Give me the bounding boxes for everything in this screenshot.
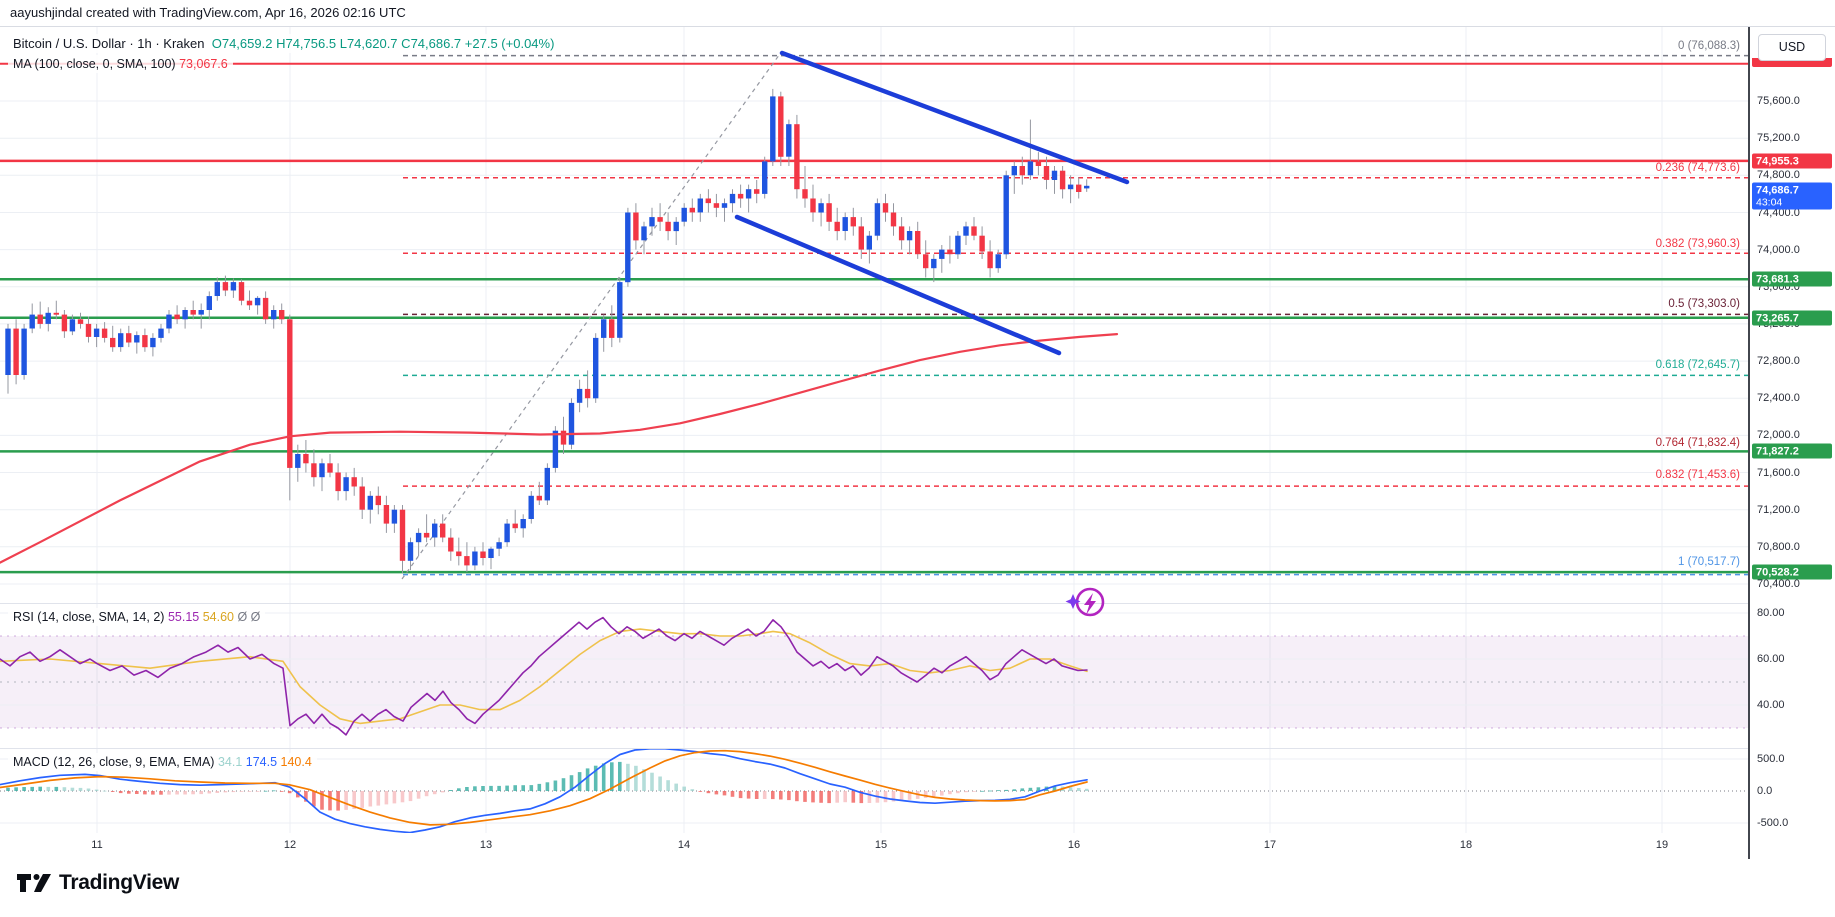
change-value: +27.5 (+0.04%) — [464, 36, 555, 51]
fib-level-label: 1 (70,517.7) — [1677, 556, 1740, 568]
fib-level-label: 0.764 (71,832.4) — [1655, 437, 1740, 449]
axis-scale-label: -500.0 — [1757, 817, 1789, 829]
symbol-title[interactable]: Bitcoin / U.S. Dollar · 1h · Kraken — [13, 36, 205, 51]
axis-scale-label: 75,200.0 — [1757, 132, 1800, 144]
axis-scale-label: 40.00 — [1757, 699, 1785, 711]
time-axis-label: 11 — [91, 839, 103, 851]
rsi-pane-separator[interactable] — [0, 603, 1835, 604]
time-axis-label: 16 — [1067, 839, 1081, 851]
price-pane[interactable] — [0, 27, 1748, 603]
macd-histogram — [6, 761, 1089, 811]
trendline — [734, 214, 1062, 356]
fib-level-label: 0.382 (73,960.3) — [1655, 238, 1740, 250]
time-axis-label: 19 — [1655, 839, 1669, 851]
axis-scale-label: 72,400.0 — [1757, 392, 1800, 404]
currency-button[interactable]: USD — [1758, 34, 1826, 61]
price-axis[interactable]: USD 75,600.0 75,200.0 74,800.0 74,400.0 74,0… — [1748, 27, 1835, 859]
rsi-legend[interactable]: RSI (14, close, SMA, 14, 2) 55.15 54.60 … — [8, 608, 266, 626]
attribution-bar: aayushjindal created with TradingView.co… — [0, 0, 1835, 26]
axis-scale-label: 500.0 — [1757, 753, 1785, 765]
axis-scale-label: 71,600.0 — [1757, 467, 1800, 479]
axis-scale-label: 74,800.0 — [1757, 169, 1800, 181]
price-badge-clipped — [1752, 58, 1832, 67]
axis-scale-label: 75,600.0 — [1757, 95, 1800, 107]
axis-scale-label: 74,000.0 — [1757, 244, 1800, 256]
rsi-pane[interactable] — [0, 603, 1748, 748]
axis-scale-label: 0.0 — [1757, 785, 1773, 797]
axis-scale-label: 70,400.0 — [1757, 578, 1800, 590]
axis-scale-label: 71,200.0 — [1757, 504, 1800, 516]
macd-legend[interactable]: MACD (12, 26, close, 9, EMA, EMA) 34.1 1… — [8, 753, 317, 771]
macd-hist-value: 34.1 — [217, 755, 243, 769]
fib-level-label: 0.618 (72,645.7) — [1655, 359, 1740, 371]
attribution-text: aayushjindal created with TradingView.co… — [10, 5, 406, 20]
rsi-ma-value: 54.60 — [202, 610, 234, 624]
rsi-value: 55.15 — [167, 610, 200, 624]
price-badge: 71,827.2 — [1752, 443, 1832, 459]
symbol-legend[interactable]: Bitcoin / U.S. Dollar · 1h · Kraken O74,… — [8, 34, 560, 53]
axis-scale-label: 72,800.0 — [1757, 355, 1800, 367]
time-axis-label: 12 — [283, 839, 297, 851]
fib-level-label: 0.236 (74,773.6) — [1655, 162, 1740, 174]
time-axis-label: 15 — [874, 839, 888, 851]
tradingview-logo-text: TradingView — [59, 871, 180, 894]
time-axis-label: 14 — [677, 839, 691, 851]
axis-scale-label: 72,000.0 — [1757, 429, 1800, 441]
time-axis-label: 17 — [1263, 839, 1277, 851]
time-axis[interactable]: 11 12 13 14 15 16 17 18 19 — [0, 833, 1748, 859]
fib-level-label: 0 (76,088.3) — [1677, 40, 1740, 52]
price-badge: 74,955.3 — [1752, 153, 1832, 169]
price-badge: 73,681.3 — [1752, 271, 1832, 287]
axis-scale-label: 70,800.0 — [1757, 541, 1800, 553]
fib-level-label: 0.832 (71,453.6) — [1655, 469, 1740, 481]
time-axis-label: 18 — [1459, 839, 1473, 851]
macd-signal-value: 140.4 — [280, 755, 312, 769]
axis-scale-label: 60.00 — [1757, 653, 1785, 665]
tradingview-logo[interactable]: TradingView — [16, 871, 179, 895]
fib-level-label: 0.5 (73,303.0) — [1668, 298, 1740, 310]
macd-pane[interactable] — [0, 748, 1748, 833]
time-axis-label: 13 — [479, 839, 493, 851]
tradingview-logo-icon — [17, 874, 51, 892]
ma-value: 73,067.6 — [179, 57, 228, 71]
macd-value: 174.5 — [245, 755, 278, 769]
axis-corner — [1748, 833, 1835, 859]
flash-events-icon[interactable] — [1062, 581, 1114, 628]
trendline — [779, 50, 1130, 185]
price-badge: 70,528.2 — [1752, 564, 1832, 580]
price-badge: 74,686.7 43:04 — [1752, 182, 1832, 210]
ma-legend[interactable]: MA (100, close, 0, SMA, 100) 73,067.6 — [8, 55, 233, 73]
price-badge: 73,265.7 — [1752, 310, 1832, 326]
axis-scale-label: 74,400.0 — [1757, 207, 1800, 219]
chart-frame: Bitcoin / U.S. Dollar · 1h · Kraken O74,… — [0, 26, 1835, 917]
axis-scale-label: 80.00 — [1757, 607, 1785, 619]
macd-pane-separator[interactable] — [0, 748, 1835, 749]
